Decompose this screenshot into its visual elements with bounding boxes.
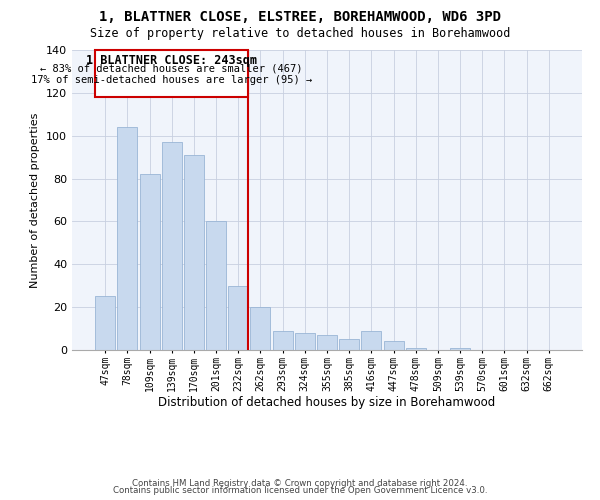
Text: Contains HM Land Registry data © Crown copyright and database right 2024.: Contains HM Land Registry data © Crown c… bbox=[132, 478, 468, 488]
Text: 1 BLATTNER CLOSE: 243sqm: 1 BLATTNER CLOSE: 243sqm bbox=[86, 54, 257, 68]
Text: ← 83% of detached houses are smaller (467): ← 83% of detached houses are smaller (46… bbox=[40, 64, 303, 74]
Bar bbox=[361, 330, 382, 350]
Bar bbox=[339, 340, 359, 350]
Bar bbox=[95, 296, 115, 350]
Bar bbox=[272, 330, 293, 350]
Bar bbox=[450, 348, 470, 350]
Bar bbox=[184, 155, 204, 350]
Bar bbox=[295, 333, 315, 350]
X-axis label: Distribution of detached houses by size in Borehamwood: Distribution of detached houses by size … bbox=[158, 396, 496, 409]
Bar bbox=[206, 222, 226, 350]
Bar bbox=[406, 348, 426, 350]
Bar bbox=[317, 335, 337, 350]
Bar bbox=[250, 307, 271, 350]
Text: 1, BLATTNER CLOSE, ELSTREE, BOREHAMWOOD, WD6 3PD: 1, BLATTNER CLOSE, ELSTREE, BOREHAMWOOD,… bbox=[99, 10, 501, 24]
Text: Contains public sector information licensed under the Open Government Licence v3: Contains public sector information licen… bbox=[113, 486, 487, 495]
Bar bbox=[140, 174, 160, 350]
Text: 17% of semi-detached houses are larger (95) →: 17% of semi-detached houses are larger (… bbox=[31, 74, 313, 85]
Bar bbox=[162, 142, 182, 350]
Bar bbox=[383, 342, 404, 350]
Bar bbox=[228, 286, 248, 350]
FancyBboxPatch shape bbox=[95, 50, 248, 97]
Text: Size of property relative to detached houses in Borehamwood: Size of property relative to detached ho… bbox=[90, 28, 510, 40]
Y-axis label: Number of detached properties: Number of detached properties bbox=[31, 112, 40, 288]
Bar bbox=[118, 127, 137, 350]
